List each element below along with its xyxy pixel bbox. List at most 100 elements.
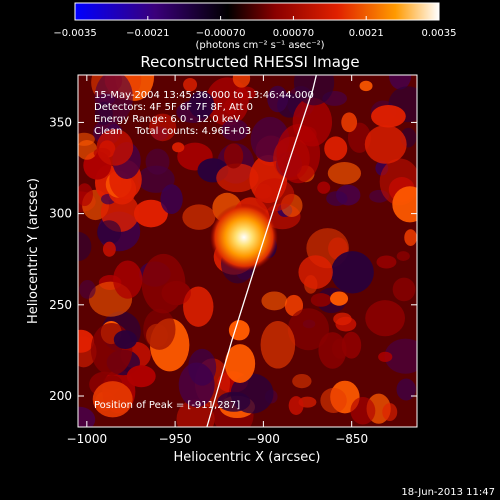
- x-tick-label: −1000: [67, 432, 108, 446]
- heatmap-cell: [293, 75, 335, 106]
- heatmap-cell: [326, 191, 348, 206]
- colorbar-tick-label: 0.00070: [273, 28, 314, 39]
- heatmap-cell: [384, 338, 417, 374]
- heatmap-cell: [94, 101, 113, 126]
- solar-limb-curve: [206, 75, 317, 427]
- heatmap-cell: [404, 229, 417, 246]
- heatmap-cell: [382, 403, 398, 421]
- heatmap-cell: [341, 112, 358, 133]
- y-axis-label: Heliocentric Y (arcsec): [26, 178, 41, 324]
- heatmap-cell: [388, 75, 412, 90]
- heatmap-cell: [330, 291, 349, 306]
- heatmap-cell: [216, 163, 259, 193]
- heatmap-cell: [392, 277, 416, 302]
- chart-title: Reconstructed RHESSI Image: [140, 53, 359, 71]
- x-tick-label: −850: [335, 432, 368, 446]
- heatmap-cell: [327, 161, 362, 185]
- heatmap-cell: [333, 312, 352, 326]
- heatmap-cell: [217, 391, 251, 412]
- heatmap-cell: [284, 294, 304, 317]
- footer-date: 18-Jun-2013 11:47: [401, 487, 495, 498]
- colorbar-tick-label: −0.0021: [126, 28, 169, 39]
- colorbar-ticks: −0.0035 −0.0021 −0.00070 0.00070 0.0021 0.003…: [53, 16, 457, 39]
- annotation-time: 15-May-2004 13:45:36.000 to 13:46:44.000: [94, 90, 314, 101]
- heatmap-cell: [113, 330, 137, 349]
- heatmap-cell: [141, 253, 186, 314]
- heatmap-cell: [102, 241, 116, 257]
- heatmap-cell: [143, 308, 176, 350]
- colorbar-tick-label: 0.0035: [422, 28, 457, 39]
- heatmap-cell: [324, 136, 348, 161]
- heatmap-cell: [96, 220, 122, 245]
- heatmap-cell: [160, 184, 183, 215]
- heatmap-cell: [92, 381, 133, 418]
- heatmap-cell: [145, 148, 170, 175]
- heatmap-cell: [376, 255, 397, 269]
- axis-ticks: −1000 −950 −900 −850 200 250 300 350: [49, 75, 417, 446]
- heatmap-cell: [261, 291, 288, 311]
- colorbar-gradient: [74, 2, 440, 21]
- heatmap-cell: [78, 139, 98, 160]
- heatmap-cell: [350, 396, 376, 425]
- heatmap-cell: [113, 260, 143, 299]
- heatmap-cell: [78, 231, 92, 262]
- heatmap-cell: [205, 77, 249, 126]
- heatmap-cell: [232, 75, 251, 88]
- annotation-energy: Energy Range: 6.0 - 12.0 keV: [94, 114, 240, 125]
- heatmap-cell: [137, 165, 175, 193]
- x-tick-label: −950: [159, 432, 192, 446]
- x-tick-label: −900: [247, 432, 280, 446]
- colorbar-tick-label: −0.00070: [196, 28, 246, 39]
- y-tick-label: 300: [49, 207, 72, 221]
- heatmap-cell: [188, 91, 215, 119]
- peak-source: [209, 203, 278, 272]
- heatmap-cell: [310, 293, 332, 307]
- heatmap-cell: [183, 286, 214, 327]
- y-tick-label: 250: [49, 298, 72, 312]
- colorbar-tick-label: 0.0021: [349, 28, 384, 39]
- colorbar-tick-label: −0.0035: [53, 28, 96, 39]
- heatmap-cell: [79, 279, 96, 299]
- annotation-counts: Clean Total counts: 4.96E+03: [94, 126, 251, 137]
- plot-frame: [77, 74, 418, 428]
- heatmap-cell: [378, 351, 393, 363]
- heatmap-cell: [78, 406, 96, 427]
- heatmap-cell: [317, 181, 331, 194]
- heatmap-cell: [396, 378, 416, 401]
- annotation-detectors: Detectors: 4F 5F 6F 7F 8F, Att 0: [94, 102, 253, 113]
- plot-area: −1000 −950 −900 −850 200 250 300 350 15-May-200…: [49, 74, 418, 446]
- heatmap-cell: [183, 77, 198, 92]
- y-tick-label: 200: [49, 389, 72, 403]
- heatmap-cell: [182, 204, 216, 230]
- colorbar: −0.0035 −0.0021 −0.00070 0.00070 0.0021 0.003…: [53, 2, 457, 51]
- heatmap-cell: [392, 186, 417, 223]
- y-tick-label: 350: [49, 115, 72, 129]
- heatmap-cell: [260, 321, 296, 369]
- heatmap-cell: [320, 387, 347, 414]
- heatmap-cell: [365, 300, 406, 337]
- heatmap-cell: [228, 320, 250, 341]
- colorbar-units-label: (photons cm⁻² s⁻¹ asec⁻²): [195, 40, 324, 51]
- heatmap-cell: [149, 113, 177, 142]
- heatmap-cell: [371, 105, 406, 128]
- heatmap-cell: [254, 178, 295, 212]
- heatmap-cell: [298, 255, 333, 289]
- heatmap-cell: [223, 143, 244, 169]
- heatmap-cell: [359, 80, 373, 92]
- heatmap-cell: [292, 373, 312, 389]
- heatmap-cell: [331, 338, 349, 359]
- x-axis-label: Heliocentric X (arcsec): [174, 450, 321, 465]
- heatmap-cell: [288, 396, 304, 415]
- heatmap-cell: [188, 348, 217, 386]
- heatmap-cell: [78, 183, 93, 207]
- heatmap-cell: [96, 129, 134, 166]
- heatmap-cell: [172, 142, 185, 153]
- peak-position-label: Position of Peak = [-911,287]: [94, 400, 240, 411]
- heatmap-image: [78, 75, 417, 427]
- heatmap-cell: [331, 251, 374, 294]
- heatmap-cell: [133, 199, 168, 228]
- heatmap-cell: [126, 365, 156, 388]
- heatmap-cell: [221, 119, 249, 142]
- heatmap-cell: [396, 251, 410, 261]
